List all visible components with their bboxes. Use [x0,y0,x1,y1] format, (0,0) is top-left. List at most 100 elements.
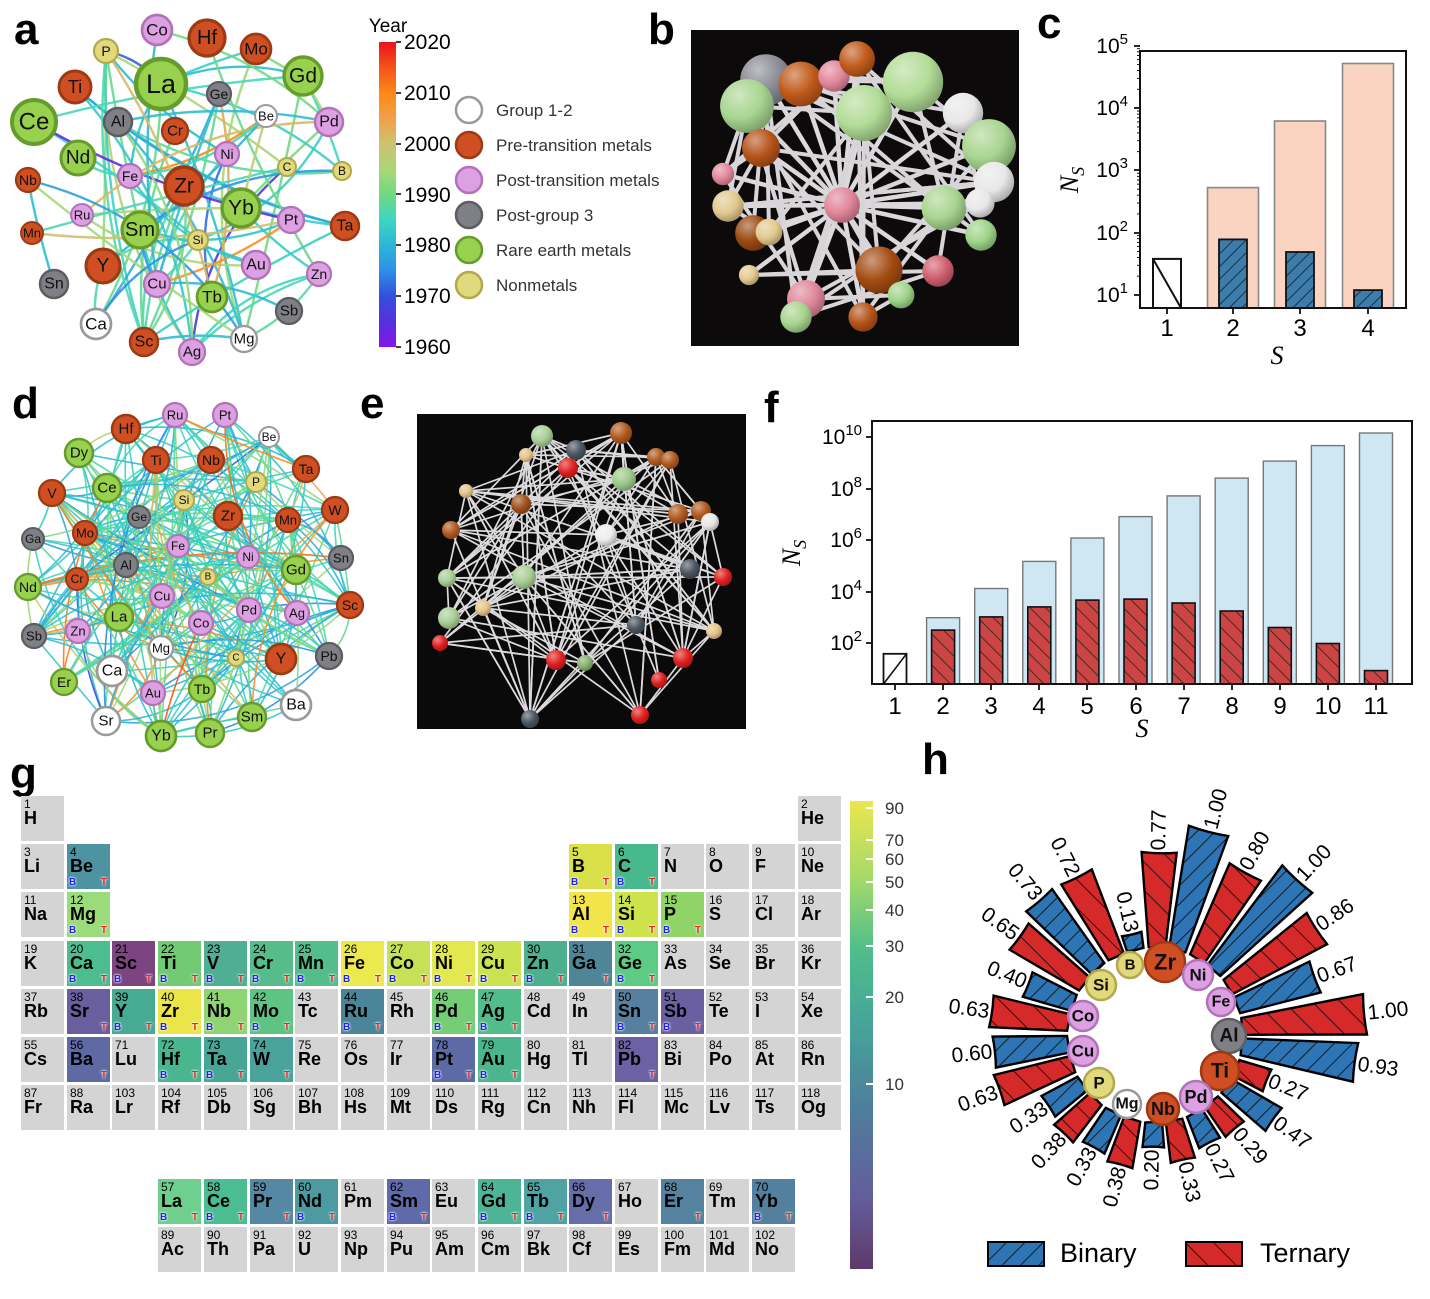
svg-text:2000: 2000 [404,133,451,156]
svg-text:Rare earth metals: Rare earth metals [496,241,631,260]
svg-text:103: 103 [1096,155,1128,182]
svg-text:Mo: Mo [244,40,268,59]
svg-text:2010: 2010 [404,82,451,105]
svg-text:Sm: Sm [241,709,264,726]
svg-text:Ag: Ag [289,606,305,621]
svg-text:Cr: Cr [71,572,84,586]
svg-text:Cu: Cu [147,276,166,293]
svg-text:Hf: Hf [197,27,217,49]
svg-text:9: 9 [1273,693,1286,720]
svg-text:2: 2 [1226,315,1239,342]
svg-text:Ce: Ce [97,480,116,497]
svg-text:1.00: 1.00 [1366,997,1409,1024]
svg-text:Tb: Tb [202,288,222,307]
svg-text:Post-transition metals: Post-transition metals [496,171,659,190]
svg-text:Ni: Ni [1190,966,1207,985]
svg-text:Mg: Mg [152,641,170,656]
svg-text:Sb: Sb [26,629,42,644]
svg-text:Ta: Ta [299,461,314,477]
svg-text:0.65: 0.65 [977,903,1024,946]
svg-text:11: 11 [1364,693,1389,720]
svg-text:1980: 1980 [404,234,451,257]
svg-text:Ta: Ta [337,218,354,235]
svg-text:Sc: Sc [135,334,154,351]
svg-text:Zr: Zr [174,175,194,198]
svg-text:6: 6 [1129,693,1142,720]
svg-text:Ru: Ru [167,408,184,423]
svg-text:0.40: 0.40 [984,957,1031,994]
svg-text:C: C [283,160,292,174]
svg-text:La: La [146,69,177,99]
svg-text:60: 60 [885,850,904,869]
svg-text:Fe: Fe [171,539,185,553]
svg-text:0.93: 0.93 [1356,1053,1400,1081]
svg-text:Sm: Sm [125,219,155,241]
svg-text:Ba: Ba [286,697,306,714]
svg-text:10: 10 [885,1075,904,1094]
svg-text:1010: 1010 [822,422,862,449]
svg-text:1.00: 1.00 [1292,840,1337,886]
svg-text:Ge: Ge [210,86,229,102]
svg-text:Mn: Mn [23,226,41,241]
svg-text:Be: Be [262,430,277,444]
svg-text:Co: Co [193,616,210,631]
svg-text:P: P [1093,1074,1104,1093]
svg-text:Al: Al [1220,1026,1239,1047]
svg-text:Er: Er [57,674,71,690]
svg-text:Fe: Fe [1212,994,1231,1011]
svg-text:8: 8 [1225,693,1238,720]
svg-text:Pd: Pd [241,603,257,618]
svg-text:0.63: 0.63 [947,995,991,1023]
svg-text:Ce: Ce [19,109,50,136]
svg-text:B: B [338,164,346,178]
svg-text:105: 105 [1096,31,1128,58]
svg-text:Nonmetals: Nonmetals [496,276,577,295]
svg-text:5: 5 [1080,693,1093,720]
svg-text:Si: Si [193,233,204,247]
svg-text:Mg: Mg [1115,1096,1138,1113]
svg-text:Mg: Mg [234,331,255,348]
svg-text:Pb: Pb [320,648,337,664]
svg-text:101: 101 [1096,280,1128,307]
svg-text:La: La [111,609,128,626]
svg-text:20: 20 [885,988,904,1007]
svg-text:0.47: 0.47 [1269,1112,1316,1155]
svg-text:P: P [101,43,110,59]
svg-text:0.33: 0.33 [1173,1159,1205,1204]
svg-text:Al: Al [120,558,132,573]
svg-text:Si: Si [1093,976,1109,995]
svg-text:Mo: Mo [76,526,94,541]
svg-text:90: 90 [885,799,904,818]
svg-text:Yb: Yb [228,197,254,220]
svg-text:Pr: Pr [203,725,218,742]
svg-text:Y: Y [276,651,287,668]
svg-text:0.33: 0.33 [1062,1144,1102,1191]
svg-text:Sr: Sr [99,713,114,730]
svg-text:Cu: Cu [154,589,171,604]
svg-text:Zr: Zr [1154,950,1176,975]
svg-text:106: 106 [830,525,862,552]
svg-text:Tb: Tb [194,681,211,697]
svg-text:Binary: Binary [1060,1238,1137,1268]
svg-text:S: S [1271,341,1284,370]
svg-text:B: B [1125,957,1136,974]
svg-text:0.72: 0.72 [1045,834,1084,881]
svg-text:Cu: Cu [1072,1042,1095,1061]
svg-text:W: W [328,502,342,518]
svg-text:Dy: Dy [70,445,89,462]
svg-text:0.73: 0.73 [1003,859,1047,905]
svg-text:0.33: 0.33 [1006,1097,1053,1139]
svg-text:Ge: Ge [131,510,147,524]
svg-text:Y: Y [97,256,110,277]
svg-text:4: 4 [1361,315,1374,342]
svg-text:Ternary: Ternary [1260,1238,1351,1268]
svg-text:Ga: Ga [25,532,41,546]
svg-text:Pt: Pt [219,408,232,423]
svg-text:NS: NS [1055,167,1088,194]
svg-text:Sn: Sn [333,551,349,566]
svg-text:1990: 1990 [404,184,451,207]
svg-text:50: 50 [885,873,904,892]
svg-text:0.67: 0.67 [1314,952,1360,988]
svg-text:1.00: 1.00 [1200,786,1233,831]
svg-text:1: 1 [1160,315,1173,342]
